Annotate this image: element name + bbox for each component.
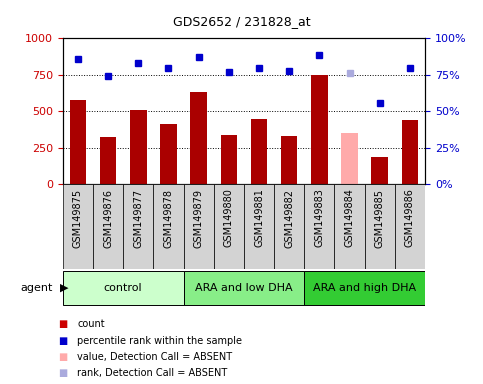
Bar bbox=[184, 271, 304, 305]
Text: count: count bbox=[77, 319, 105, 329]
Text: ■: ■ bbox=[58, 368, 67, 378]
Text: GSM149884: GSM149884 bbox=[344, 189, 355, 247]
Text: control: control bbox=[104, 283, 142, 293]
Bar bbox=[251, 119, 267, 184]
Text: GSM149886: GSM149886 bbox=[405, 189, 415, 247]
Bar bbox=[70, 100, 86, 184]
Text: GSM149878: GSM149878 bbox=[163, 189, 173, 248]
Text: ■: ■ bbox=[58, 352, 67, 362]
Text: percentile rank within the sample: percentile rank within the sample bbox=[77, 336, 242, 346]
Bar bbox=[341, 133, 358, 184]
Bar bbox=[190, 92, 207, 184]
Bar bbox=[311, 75, 327, 184]
Text: GSM149877: GSM149877 bbox=[133, 189, 143, 248]
Bar bbox=[160, 124, 177, 184]
Bar bbox=[100, 137, 116, 184]
Bar bbox=[63, 184, 93, 269]
Text: GSM149875: GSM149875 bbox=[73, 189, 83, 248]
Text: GSM149885: GSM149885 bbox=[375, 189, 385, 248]
Text: GSM149876: GSM149876 bbox=[103, 189, 113, 248]
Text: rank, Detection Call = ABSENT: rank, Detection Call = ABSENT bbox=[77, 368, 227, 378]
Text: ■: ■ bbox=[58, 319, 67, 329]
Text: ▶: ▶ bbox=[60, 283, 69, 293]
Text: value, Detection Call = ABSENT: value, Detection Call = ABSENT bbox=[77, 352, 232, 362]
Bar bbox=[93, 184, 123, 269]
Bar bbox=[123, 184, 154, 269]
Bar bbox=[213, 184, 244, 269]
Text: GDS2652 / 231828_at: GDS2652 / 231828_at bbox=[173, 15, 310, 28]
Bar bbox=[244, 184, 274, 269]
Text: ■: ■ bbox=[58, 336, 67, 346]
Bar bbox=[154, 184, 184, 269]
Text: GSM149880: GSM149880 bbox=[224, 189, 234, 247]
Bar bbox=[371, 157, 388, 184]
Text: GSM149882: GSM149882 bbox=[284, 189, 294, 248]
Bar bbox=[395, 184, 425, 269]
Bar bbox=[304, 271, 425, 305]
Bar bbox=[274, 184, 304, 269]
Bar bbox=[334, 184, 365, 269]
Bar bbox=[365, 184, 395, 269]
Text: GSM149883: GSM149883 bbox=[314, 189, 325, 247]
Bar bbox=[184, 184, 213, 269]
Bar bbox=[130, 110, 146, 184]
Bar bbox=[63, 271, 184, 305]
Bar bbox=[304, 184, 334, 269]
Text: agent: agent bbox=[21, 283, 53, 293]
Text: ARA and low DHA: ARA and low DHA bbox=[195, 283, 293, 293]
Text: GSM149881: GSM149881 bbox=[254, 189, 264, 247]
Bar bbox=[402, 120, 418, 184]
Bar bbox=[221, 135, 237, 184]
Text: ARA and high DHA: ARA and high DHA bbox=[313, 283, 416, 293]
Bar bbox=[281, 136, 298, 184]
Text: GSM149879: GSM149879 bbox=[194, 189, 204, 248]
